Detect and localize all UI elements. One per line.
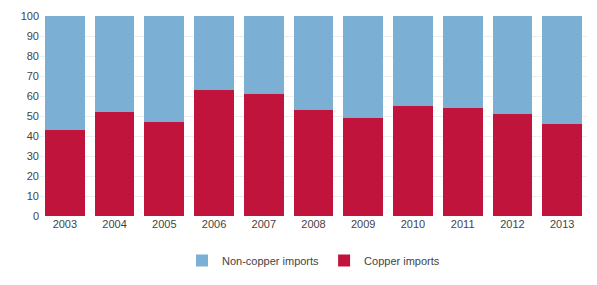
svg-text:2011: 2011 bbox=[451, 218, 475, 230]
svg-text:2005: 2005 bbox=[152, 218, 176, 230]
svg-text:Copper imports: Copper imports bbox=[364, 255, 440, 267]
svg-text:30: 30 bbox=[27, 150, 39, 162]
svg-text:70: 70 bbox=[27, 70, 39, 82]
svg-text:40: 40 bbox=[27, 130, 39, 142]
svg-text:2010: 2010 bbox=[401, 218, 425, 230]
svg-text:2007: 2007 bbox=[252, 218, 276, 230]
svg-text:20: 20 bbox=[27, 170, 39, 182]
svg-text:2006: 2006 bbox=[202, 218, 226, 230]
svg-text:2012: 2012 bbox=[500, 218, 524, 230]
svg-text:2008: 2008 bbox=[301, 218, 325, 230]
svg-text:50: 50 bbox=[27, 110, 39, 122]
svg-text:2004: 2004 bbox=[102, 218, 126, 230]
svg-text:0: 0 bbox=[33, 210, 39, 222]
svg-text:100: 100 bbox=[21, 10, 39, 22]
svg-text:2013: 2013 bbox=[550, 218, 574, 230]
svg-text:2003: 2003 bbox=[53, 218, 77, 230]
svg-text:2009: 2009 bbox=[351, 218, 375, 230]
svg-text:90: 90 bbox=[27, 30, 39, 42]
svg-text:10: 10 bbox=[27, 190, 39, 202]
svg-text:Non-copper imports: Non-copper imports bbox=[222, 255, 319, 267]
svg-text:60: 60 bbox=[27, 90, 39, 102]
svg-text:80: 80 bbox=[27, 50, 39, 62]
